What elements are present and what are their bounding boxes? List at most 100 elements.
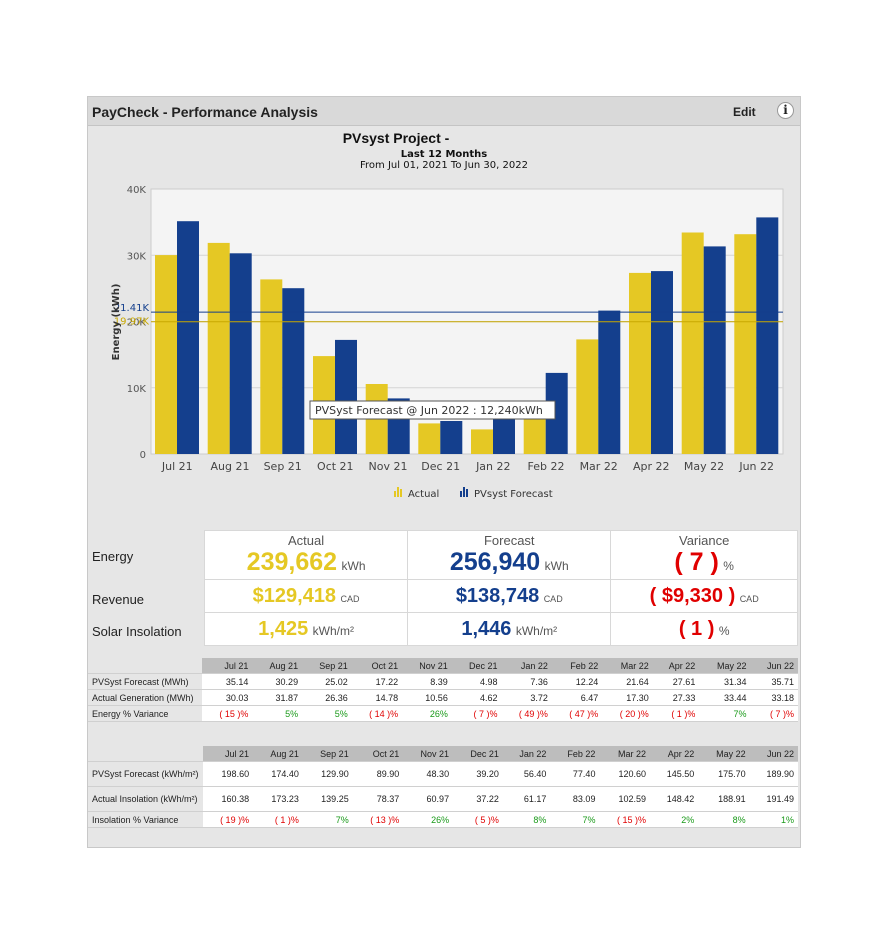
y-axis-label: Energy (kWh) bbox=[111, 284, 122, 361]
bar-actual[interactable] bbox=[471, 429, 493, 454]
x-tick-label: Jun 22 bbox=[738, 460, 774, 473]
table-cell: 7% bbox=[302, 811, 353, 828]
table-cell: ( 47 )% bbox=[551, 705, 603, 722]
bar-actual[interactable] bbox=[629, 272, 651, 454]
bar-forecast[interactable] bbox=[229, 253, 252, 454]
table-cell: 173.23 bbox=[253, 786, 303, 812]
summary-energy-variance: Variance ( 7 ) % bbox=[610, 530, 798, 580]
summary-insolation-actual: 1,425 kWh/m² bbox=[203, 612, 409, 646]
revenue-forecast-value: $138,748 bbox=[455, 584, 540, 607]
energy-variance-value: ( 7 ) bbox=[674, 548, 719, 576]
table-cell: 33.44 bbox=[699, 689, 751, 706]
chart-subtitle: Last 12 Months bbox=[401, 149, 488, 160]
month-header-cell: Sep 21 bbox=[302, 746, 353, 762]
month-header-cell: Oct 21 bbox=[351, 658, 403, 674]
month-header-cell: Jan 22 bbox=[502, 746, 551, 762]
table-cell: 175.70 bbox=[698, 761, 750, 787]
chart-title: PVsyst Project - bbox=[343, 130, 450, 146]
table-cell: 198.60 bbox=[202, 761, 254, 787]
table-cell: 174.40 bbox=[253, 761, 303, 787]
table-cell: 7% bbox=[550, 811, 600, 828]
summary-revenue-variance: ( $9,330 ) CAD bbox=[610, 579, 798, 613]
month-header-cell: Nov 21 bbox=[403, 746, 454, 762]
bar-forecast[interactable] bbox=[335, 339, 357, 454]
bar-actual[interactable] bbox=[576, 339, 599, 454]
table-cell: 4.98 bbox=[451, 673, 502, 690]
table-cell: 188.91 bbox=[698, 786, 750, 812]
table-cell: 102.59 bbox=[599, 786, 651, 812]
panel-title: PayCheck - Performance Analysis bbox=[92, 104, 318, 120]
table-cell: ( 15 )% bbox=[202, 705, 253, 722]
table-cell: 14.78 bbox=[351, 689, 403, 706]
table-cell: 26% bbox=[402, 705, 452, 722]
table-cell: ( 20 )% bbox=[602, 705, 653, 722]
bar-actual[interactable] bbox=[681, 232, 704, 455]
table-cell: ( 19 )% bbox=[202, 811, 254, 828]
table-row: Actual Insolation (kWh/m²) 160.38 173.23 13… bbox=[88, 786, 798, 812]
info-icon[interactable]: i bbox=[777, 102, 794, 119]
x-tick-label: Sep 21 bbox=[264, 460, 302, 473]
summary-insolation-variance: ( 1 ) % bbox=[610, 612, 798, 646]
y-tick-label: 40K bbox=[127, 185, 147, 196]
bar-forecast[interactable] bbox=[598, 310, 621, 454]
revenue-variance-unit: CAD bbox=[739, 593, 759, 604]
bar-actual[interactable] bbox=[523, 411, 546, 454]
summary-label-insolation: Solar Insolation bbox=[92, 624, 182, 639]
table-cell: ( 7 )% bbox=[750, 705, 798, 722]
x-tick-label: May 22 bbox=[684, 460, 724, 473]
row-label: Actual Insolation (kWh/m²) bbox=[88, 786, 203, 812]
insolation-variance-value: ( 1 ) bbox=[678, 617, 715, 640]
month-header-cell: Dec 21 bbox=[453, 746, 503, 762]
table-cell: 37.22 bbox=[453, 786, 503, 812]
table-cell: 1% bbox=[749, 811, 798, 828]
month-header-cell: Sep 21 bbox=[302, 658, 352, 674]
reference-line-label: 21.41K bbox=[114, 303, 150, 314]
month-header-cell: Feb 22 bbox=[551, 658, 603, 674]
x-tick-label: Jan 22 bbox=[475, 460, 510, 473]
bar-actual[interactable] bbox=[260, 279, 283, 454]
row-label: Actual Generation (MWh) bbox=[88, 689, 202, 706]
table-cell: 33.18 bbox=[750, 689, 798, 706]
bar-forecast[interactable] bbox=[651, 271, 673, 454]
table-cell: 31.87 bbox=[252, 689, 303, 706]
summary-revenue-actual: $129,418 CAD bbox=[203, 579, 409, 613]
bar-chart-icon bbox=[460, 487, 468, 497]
revenue-actual-value: $129,418 bbox=[252, 584, 337, 607]
energy-forecast-value: 256,940 bbox=[449, 548, 541, 576]
table-cell: 3.72 bbox=[501, 689, 552, 706]
summary-table: Actual 239,662 kWh Forecast 256,940 kWh … bbox=[203, 530, 798, 646]
bar-actual[interactable] bbox=[734, 234, 757, 454]
x-tick-label: Nov 21 bbox=[369, 460, 408, 473]
energy-monthly-table: Jul 21 Aug 21 Sep 21 Oct 21 Nov 21 Dec 21 Jan … bbox=[88, 658, 798, 722]
bar-forecast[interactable] bbox=[703, 246, 726, 454]
table-cell: 145.50 bbox=[650, 761, 699, 787]
month-header-cell: Dec 21 bbox=[451, 658, 502, 674]
summary-revenue-forecast: $138,748 CAD bbox=[407, 579, 612, 613]
summary-energy-actual: Actual 239,662 kWh bbox=[203, 530, 409, 580]
legend-item-actual[interactable]: Actual bbox=[394, 487, 439, 500]
month-header-cell: Jul 21 bbox=[202, 746, 254, 762]
bar-actual[interactable] bbox=[418, 423, 441, 454]
table-cell: 31.34 bbox=[699, 673, 751, 690]
table-cell: 6.47 bbox=[551, 689, 603, 706]
table-cell: 12.24 bbox=[551, 673, 603, 690]
bar-forecast[interactable] bbox=[756, 217, 779, 454]
bar-forecast[interactable] bbox=[545, 372, 568, 454]
edit-button[interactable]: Edit bbox=[733, 105, 756, 119]
table-cell: 5% bbox=[302, 705, 352, 722]
row-label: Insolation % Variance bbox=[88, 811, 203, 828]
legend-item-forecast[interactable]: PVsyst Forecast bbox=[460, 487, 553, 500]
bar-forecast[interactable] bbox=[282, 288, 305, 454]
table-row: Insolation % Variance( 19 )%( 1 )% 7%( 13… bbox=[88, 811, 798, 828]
bar-actual[interactable] bbox=[207, 242, 230, 454]
month-header-cell: Jul 21 bbox=[202, 658, 253, 674]
table-cell: 160.38 bbox=[202, 786, 254, 812]
table-cell: 27.33 bbox=[652, 689, 700, 706]
bar-forecast[interactable] bbox=[440, 421, 463, 454]
table-cell: 120.60 bbox=[599, 761, 651, 787]
table-cell: 7% bbox=[699, 705, 751, 722]
bar-forecast[interactable] bbox=[177, 221, 199, 454]
table-cell: ( 14 )% bbox=[351, 705, 403, 722]
bar-actual[interactable] bbox=[155, 255, 177, 454]
month-header-cell: Apr 22 bbox=[650, 746, 699, 762]
